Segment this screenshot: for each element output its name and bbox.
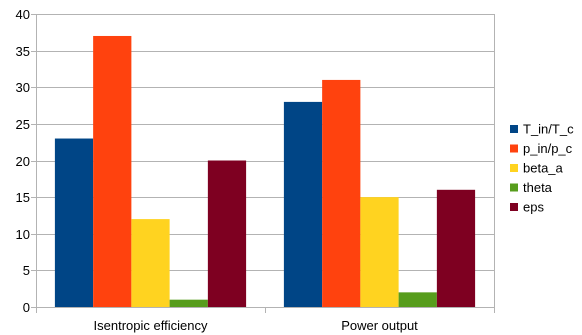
x-tick-label: Isentropic efficiency — [94, 318, 208, 333]
bar-p-in-p-c — [93, 35, 132, 307]
y-tick-label: 30 — [16, 80, 30, 95]
legend-swatch — [510, 125, 518, 133]
bar-eps — [207, 160, 247, 307]
y-tick-label: 25 — [16, 117, 30, 132]
y-tick-label: 15 — [16, 190, 30, 205]
y-tick-label: 35 — [16, 44, 30, 59]
bar-theta — [398, 292, 437, 307]
bar-p-in-p-c — [322, 79, 361, 307]
y-tick-label: 0 — [23, 300, 30, 315]
bar-beta-a — [360, 197, 399, 307]
legend-swatch — [510, 144, 518, 153]
legend-label: theta — [523, 180, 553, 195]
legend-label: p_in/p_c — [523, 141, 573, 156]
bar-group — [54, 35, 476, 308]
y-tick-label: 5 — [23, 263, 30, 278]
y-axis-ticks: 0 5 10 15 20 25 30 35 40 — [16, 7, 30, 315]
legend-label: eps — [523, 200, 544, 215]
bar-beta-a — [131, 219, 170, 307]
legend-label: beta_a — [523, 161, 564, 176]
x-tick-label: Power output — [341, 318, 418, 333]
bar-theta — [169, 299, 208, 307]
legend-swatch — [510, 183, 518, 192]
y-tick-label: 10 — [16, 227, 30, 242]
y-tick-label: 40 — [16, 7, 30, 22]
bar-t-in-t-c — [283, 101, 323, 308]
legend-label: T_in/T_c — [523, 122, 574, 137]
axes — [31, 14, 495, 313]
y-tick-label: 20 — [16, 154, 30, 169]
legend-swatch — [510, 164, 518, 172]
bar-t-in-t-c — [54, 138, 94, 307]
bar-eps — [436, 189, 476, 307]
legend-swatch — [510, 203, 518, 211]
x-axis-ticks: Isentropic efficiency Power output — [94, 318, 419, 333]
